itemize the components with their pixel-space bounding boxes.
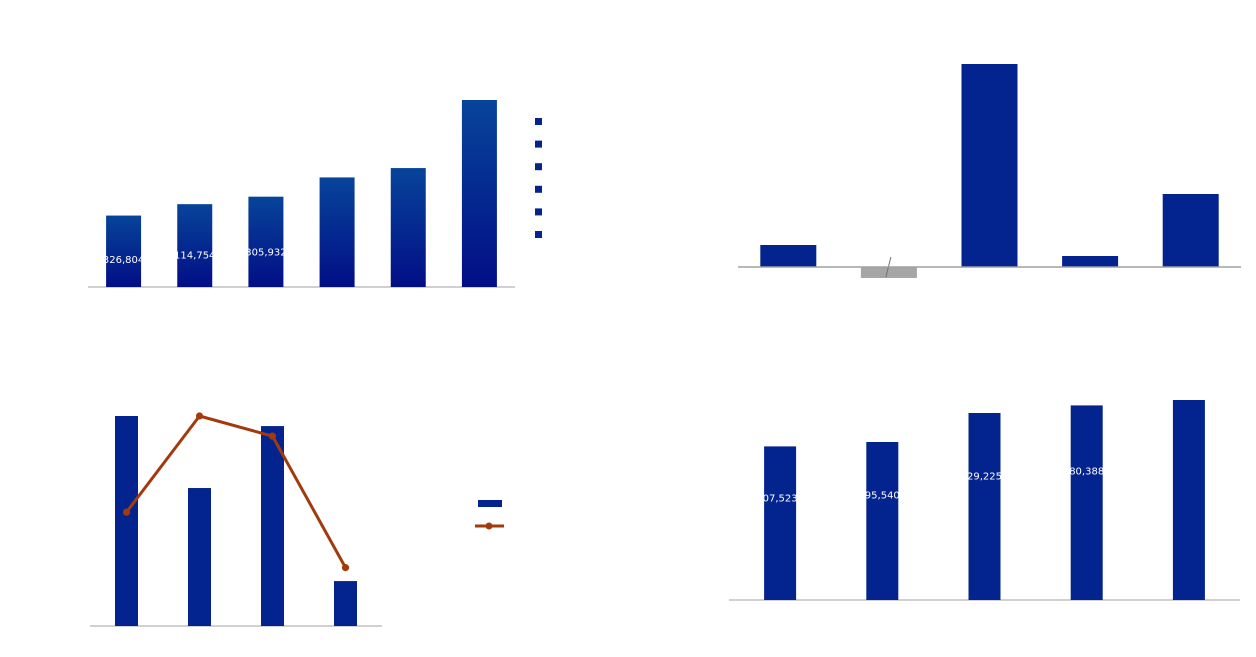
- chart-3-bar: [188, 488, 211, 626]
- chart-3-line-point: [195, 412, 204, 420]
- chart-1-legend-marker: [535, 163, 542, 171]
- chart-3-line-point: [341, 564, 350, 572]
- chart-3: [90, 412, 504, 627]
- chart-2-bar: [961, 64, 1018, 267]
- chart-1-legend-marker: [535, 231, 542, 238]
- chart-4: 07,523 95,540 29,225 80,388: [729, 400, 1240, 601]
- chart-2: [738, 64, 1241, 278]
- chart-1-legend-marker: [535, 208, 542, 216]
- chart-1-bar: [319, 177, 355, 287]
- chart-4-bar: [866, 442, 899, 600]
- chart-3-legend-line-dot: [485, 522, 493, 530]
- chart-3-bar: [115, 416, 138, 626]
- chart-4-data-label: 95,540: [865, 491, 900, 502]
- chart-4-data-label: 07,523: [763, 494, 798, 505]
- chart-4-data-label: 80,388: [1069, 467, 1104, 478]
- chart-2-bar: [1162, 194, 1219, 267]
- chart-1-legend-marker: [535, 118, 542, 125]
- chart-3-legend-bar-marker: [478, 500, 502, 507]
- chart-2-negative-bar: [860, 267, 917, 278]
- chart-3-series-line: [125, 414, 347, 569]
- chart-1: 326,804 114,754 305,932: [88, 100, 542, 288]
- chart-1-data-label: 114,754: [174, 251, 215, 262]
- chart-2-bar: [760, 245, 817, 267]
- chart-1-bar: [248, 196, 284, 287]
- chart-2-bar: [1062, 256, 1119, 267]
- chart-4-bar: [1172, 400, 1205, 600]
- chart-3-bar: [334, 581, 357, 626]
- chart-1-bar: [461, 100, 497, 287]
- chart-1-legend-marker: [535, 140, 542, 148]
- chart-3-line-point: [268, 432, 277, 440]
- chart-1-data-label: 326,804: [103, 255, 144, 266]
- chart-1-bar: [390, 168, 426, 287]
- chart-3-bar: [261, 426, 284, 626]
- chart-3-line-point: [122, 508, 131, 516]
- chart-1-legend-marker: [535, 185, 542, 193]
- chart-1-data-label: 305,932: [245, 248, 286, 259]
- chart-4-bar: [1070, 405, 1103, 600]
- chart-4-bar: [764, 446, 797, 600]
- chart-4-data-label: 29,225: [967, 472, 1002, 483]
- chart-1-bar: [177, 204, 213, 287]
- chart-1-bar: [106, 215, 142, 287]
- chart-4-bar: [968, 413, 1001, 600]
